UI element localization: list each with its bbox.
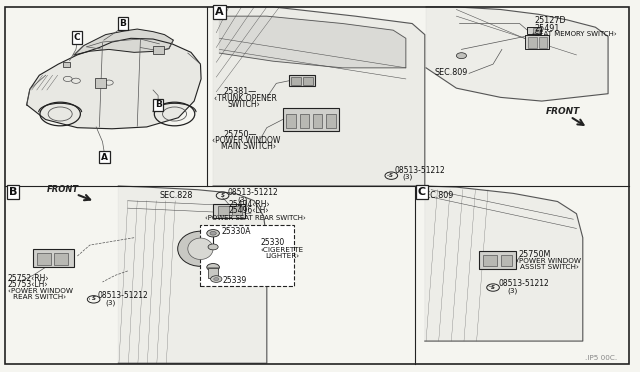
- Bar: [208, 268, 218, 278]
- Polygon shape: [74, 29, 173, 55]
- Text: SEC.809: SEC.809: [420, 191, 454, 200]
- Text: SEC.809: SEC.809: [435, 68, 468, 77]
- Text: (3): (3): [403, 174, 413, 180]
- Text: S: S: [389, 173, 394, 178]
- Bar: [36, 253, 51, 264]
- Text: ‹TRUNK OPENER: ‹TRUNK OPENER: [214, 94, 277, 103]
- Text: 25496‹LH›: 25496‹LH›: [229, 206, 269, 215]
- Text: 25127D: 25127D: [535, 16, 566, 25]
- Text: ASSIST SWITCH›: ASSIST SWITCH›: [520, 264, 579, 270]
- Text: FRONT: FRONT: [47, 185, 79, 194]
- Bar: [527, 27, 541, 33]
- Ellipse shape: [188, 238, 213, 260]
- Bar: [289, 75, 316, 86]
- Bar: [213, 204, 244, 218]
- Bar: [218, 206, 229, 215]
- Text: (3): (3): [106, 299, 116, 306]
- Bar: [479, 251, 516, 269]
- Text: S: S: [221, 193, 225, 198]
- Bar: [287, 113, 296, 128]
- Bar: [95, 78, 106, 88]
- Bar: [232, 206, 241, 215]
- Polygon shape: [220, 16, 406, 68]
- Circle shape: [214, 278, 219, 280]
- Text: S: S: [491, 285, 495, 290]
- Text: 08513-51212: 08513-51212: [498, 279, 549, 288]
- Text: ‹CIGERETTE: ‹CIGERETTE: [260, 247, 303, 253]
- Text: SEC.828: SEC.828: [159, 191, 193, 200]
- Bar: [326, 113, 336, 128]
- Text: 25752‹RH›: 25752‹RH›: [8, 274, 49, 283]
- Text: 08513-51212: 08513-51212: [394, 166, 445, 175]
- Bar: [500, 255, 512, 266]
- Bar: [291, 77, 301, 85]
- Text: 25750—: 25750—: [224, 130, 257, 139]
- Bar: [283, 109, 339, 131]
- Circle shape: [207, 230, 220, 237]
- Circle shape: [210, 231, 216, 235]
- Bar: [300, 113, 309, 128]
- Polygon shape: [426, 7, 608, 101]
- Circle shape: [207, 263, 220, 271]
- Bar: [525, 35, 548, 49]
- Text: B: B: [155, 100, 161, 109]
- Bar: [538, 37, 547, 48]
- Polygon shape: [27, 38, 201, 129]
- Text: ‹SEAT MEMORY SWITCH›: ‹SEAT MEMORY SWITCH›: [532, 31, 617, 37]
- Text: C: C: [417, 187, 426, 197]
- Text: B: B: [119, 19, 126, 28]
- Bar: [200, 225, 294, 286]
- Circle shape: [456, 53, 467, 59]
- Bar: [313, 113, 323, 128]
- Bar: [54, 253, 68, 264]
- Text: 08513-51212: 08513-51212: [228, 188, 278, 197]
- Text: (3): (3): [507, 288, 517, 294]
- Text: 08513-51212: 08513-51212: [97, 291, 148, 300]
- Ellipse shape: [178, 231, 223, 266]
- Text: SWITCH›: SWITCH›: [228, 100, 260, 109]
- Text: B: B: [8, 187, 17, 197]
- Circle shape: [208, 244, 218, 250]
- Text: 25381—: 25381—: [224, 87, 257, 96]
- Circle shape: [211, 276, 222, 282]
- Text: .IP5 00C.: .IP5 00C.: [586, 355, 618, 360]
- Text: (3): (3): [237, 196, 247, 203]
- Bar: [63, 62, 70, 67]
- Bar: [483, 255, 497, 266]
- Text: REAR SWITCH›: REAR SWITCH›: [13, 294, 66, 300]
- Text: 25494‹RH›: 25494‹RH›: [229, 200, 271, 209]
- Bar: [528, 37, 537, 48]
- Text: A: A: [101, 153, 108, 162]
- Text: 25753‹LH›: 25753‹LH›: [8, 280, 48, 289]
- Bar: [303, 77, 313, 85]
- Bar: [534, 28, 540, 33]
- Bar: [33, 249, 74, 267]
- Text: LIGHTER›: LIGHTER›: [266, 253, 300, 259]
- Text: 25491: 25491: [535, 23, 560, 33]
- Text: 25750M: 25750M: [518, 250, 550, 259]
- Text: C: C: [74, 33, 81, 42]
- Polygon shape: [425, 186, 583, 341]
- Text: ‹POWER WINDOW: ‹POWER WINDOW: [516, 258, 581, 264]
- Text: 25330: 25330: [260, 238, 285, 247]
- Text: ‹POWER SEAT REAR SWITCH›: ‹POWER SEAT REAR SWITCH›: [205, 215, 306, 221]
- Text: 25330A: 25330A: [221, 227, 251, 236]
- Text: MAIN SWITCH›: MAIN SWITCH›: [221, 142, 276, 151]
- Text: ‹POWER WINDOW: ‹POWER WINDOW: [212, 136, 280, 145]
- Bar: [153, 46, 164, 54]
- Text: A: A: [215, 7, 224, 17]
- Text: ‹POWER WINDOW: ‹POWER WINDOW: [8, 288, 73, 294]
- Text: FRONT: FRONT: [546, 107, 580, 116]
- Polygon shape: [118, 186, 267, 363]
- Text: S: S: [92, 296, 95, 301]
- Polygon shape: [213, 7, 425, 186]
- Text: 25339: 25339: [223, 276, 247, 285]
